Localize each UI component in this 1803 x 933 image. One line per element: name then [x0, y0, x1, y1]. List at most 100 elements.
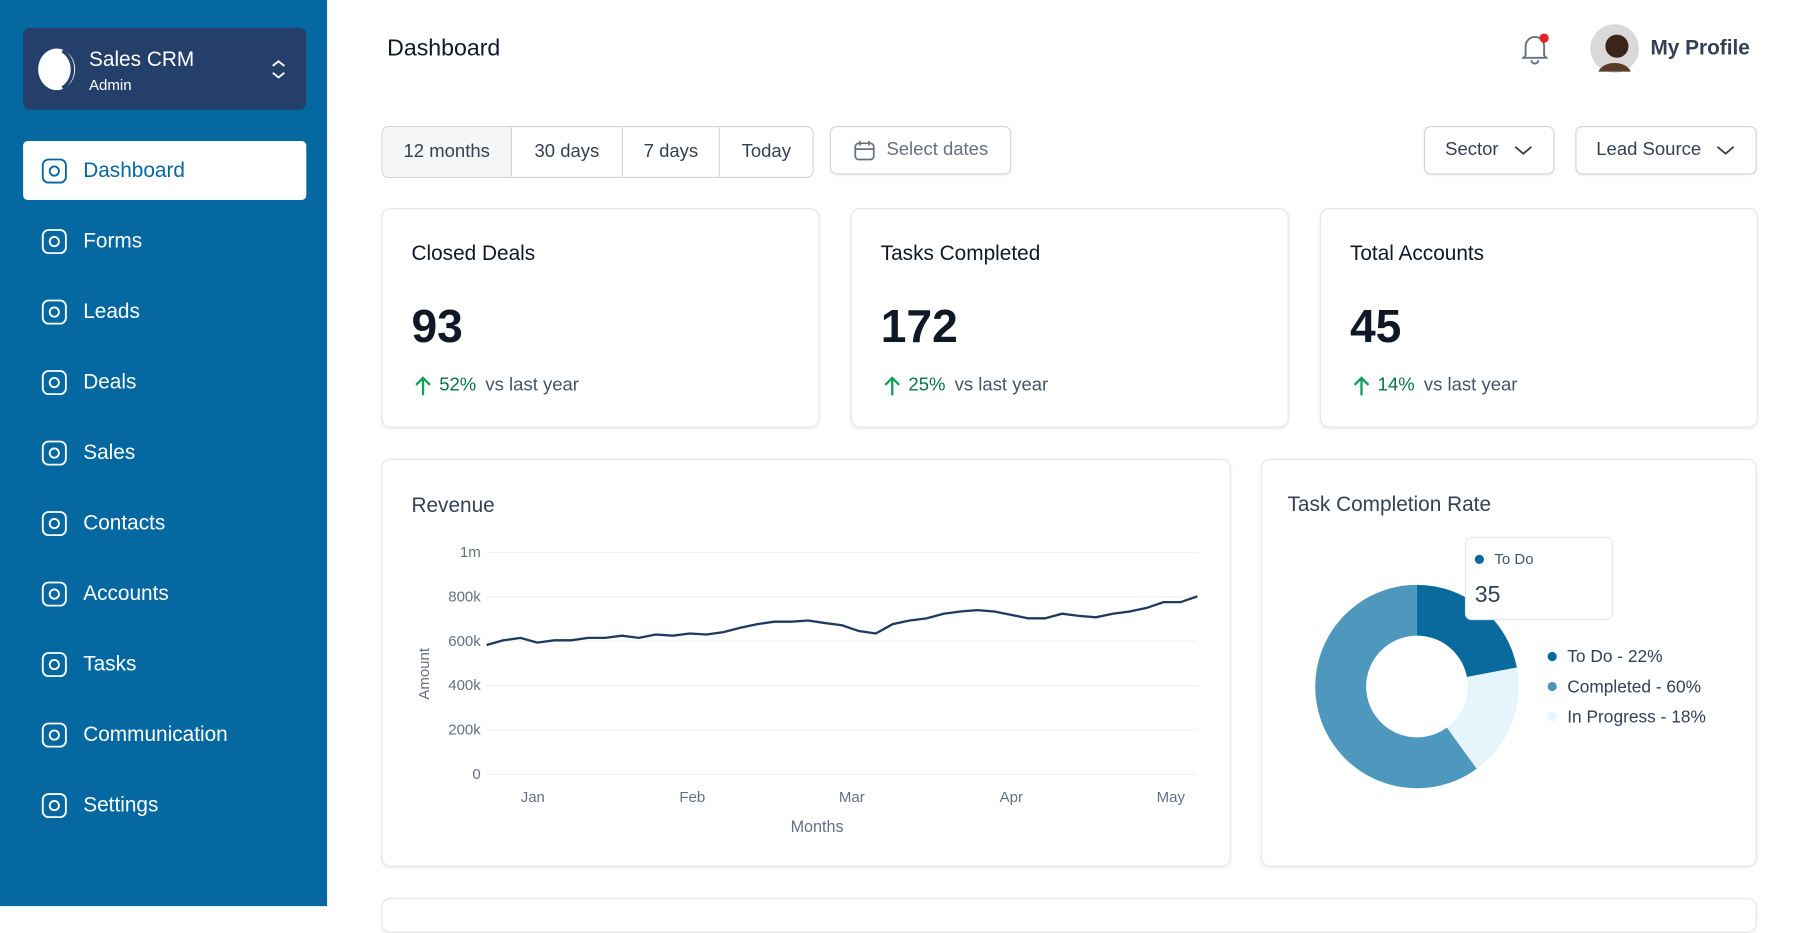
legend-label: To Do - 22%: [1567, 646, 1662, 666]
dropdown-label: Lead Source: [1596, 139, 1702, 160]
nav-icon: [41, 228, 67, 254]
donut-segment: [1446, 667, 1519, 769]
nav-label: Settings: [83, 792, 159, 816]
range-button[interactable]: 12 months: [382, 127, 511, 177]
nav-item[interactable]: Communication: [23, 705, 306, 764]
screen: Sales CRM Admin Dashboard Forms Leads Deals…: [0, 0, 1758, 933]
nav-item[interactable]: Leads: [23, 282, 306, 341]
page-title: Dashboard: [387, 35, 501, 62]
y-tick-label: 400k: [448, 677, 481, 694]
nav-label: Tasks: [83, 651, 137, 675]
x-tick-label: Mar: [839, 789, 865, 806]
stat-card: Closed Deals 93 52% vs last year: [381, 208, 820, 428]
up-arrow: [1353, 376, 1370, 396]
x-tick-label: Jan: [521, 789, 545, 806]
chevrons: [272, 60, 285, 79]
nav-label: Accounts: [83, 581, 169, 605]
task-card: Task Completion Rate To Do - 22% Complete…: [1260, 458, 1757, 867]
y-tick-label: 200k: [448, 722, 481, 739]
nav-icon: [41, 792, 67, 818]
nav-label: Leads: [83, 299, 140, 323]
nav-icon: [41, 369, 67, 395]
nav-item[interactable]: Deals: [23, 353, 306, 412]
date-picker[interactable]: Select dates: [829, 125, 1012, 175]
brand-switcher[interactable]: Sales CRM Admin: [23, 27, 307, 110]
nav-icon: [41, 440, 67, 465]
stat-change: 14%: [1377, 375, 1415, 396]
x-tick-label: Apr: [1000, 789, 1023, 806]
stat-note: vs last year: [954, 375, 1049, 396]
stat-value: 45: [1349, 301, 1402, 353]
tooltip-label: To Do: [1494, 551, 1533, 568]
nav-label: Dashboard: [83, 158, 185, 182]
nav-icon: [41, 581, 67, 606]
stat-value: 93: [411, 301, 463, 353]
revenue-chart: 0 200k 400k 600k 800k 1m Jan Feb Mar Apr May Amount…: [416, 544, 1198, 836]
nav-item[interactable]: Settings: [23, 776, 306, 835]
avatar[interactable]: [1589, 23, 1640, 74]
tooltip-value: 35: [1475, 581, 1501, 607]
x-tick-label: Feb: [679, 789, 705, 806]
legend-label: Completed - 60%: [1567, 676, 1701, 696]
date-picker-label: Select dates: [886, 139, 989, 160]
y-tick-label: 0: [472, 766, 480, 783]
nav-label: Deals: [83, 369, 137, 393]
nav-icon: [41, 157, 67, 183]
range-button[interactable]: Today: [718, 127, 813, 177]
legend-label: In Progress - 18%: [1567, 706, 1706, 726]
bottom-card: [381, 898, 1757, 933]
stat-title: Closed Deals: [411, 241, 536, 265]
nav-item[interactable]: Accounts: [23, 564, 306, 623]
nav-item[interactable]: Contacts: [23, 494, 306, 553]
task-chart: To Do - 22% Completed - 60% In Progress - …: [1315, 536, 1706, 789]
y-tick-label: 800k: [448, 588, 481, 605]
dropdown-label: Sector: [1445, 139, 1499, 160]
nav-icon: [41, 722, 67, 747]
dropdown[interactable]: Sector: [1423, 125, 1555, 175]
stat-change: 25%: [908, 375, 946, 396]
up-arrow: [415, 376, 431, 396]
nav-icon: [41, 651, 67, 677]
brand-role: Admin: [88, 76, 132, 94]
range-button[interactable]: 30 days: [510, 127, 622, 177]
brand-name: Sales CRM: [88, 47, 195, 71]
profile-link[interactable]: My Profile: [1650, 35, 1750, 59]
dropdown[interactable]: Lead Source: [1575, 125, 1757, 175]
tooltip: [1464, 536, 1613, 621]
stat-title: Total Accounts: [1349, 241, 1485, 265]
revenue-title: Revenue: [411, 493, 495, 517]
nav-item[interactable]: Sales: [23, 423, 306, 482]
legend-dot: [1547, 651, 1557, 662]
logo: [38, 48, 76, 91]
revenue-card: Revenue 0 200k 400k 600k 800k 1m Jan Feb Mar Apr M…: [381, 458, 1231, 867]
y-axis-label: Amount: [416, 647, 433, 700]
donut-segment: [1416, 584, 1517, 677]
y-tick-label: 600k: [448, 633, 481, 650]
x-tick-label: May: [1157, 789, 1186, 806]
notification-bell[interactable]: [1519, 32, 1551, 65]
donut-segment: [1315, 584, 1477, 789]
stat-change: 52%: [439, 375, 477, 396]
x-axis-label: Months: [791, 818, 844, 836]
chevron: [1514, 146, 1532, 155]
revenue-line: [486, 595, 1198, 647]
nav-item[interactable]: Dashboard: [23, 141, 307, 200]
chevron: [1716, 146, 1735, 155]
nav-label: Sales: [83, 440, 136, 464]
nav-icon: [41, 298, 67, 324]
sidebar: Sales CRM Admin Dashboard Forms Leads Deals…: [0, 0, 328, 907]
nav-item[interactable]: Forms: [23, 212, 306, 271]
stat-card: Tasks Completed 172 25% vs last year: [850, 208, 1289, 428]
up-arrow: [884, 376, 901, 396]
stat-value: 172: [880, 301, 958, 353]
y-tick-label: 1m: [460, 544, 481, 561]
nav-label: Forms: [83, 228, 143, 252]
range-button[interactable]: 7 days: [621, 127, 719, 177]
nav-label: Communication: [83, 722, 228, 746]
nav-item[interactable]: Tasks: [23, 635, 306, 694]
nav-icon: [41, 510, 67, 536]
stat-card: Total Accounts 45 14% vs last year: [1319, 208, 1758, 428]
stat-note: vs last year: [485, 375, 579, 396]
stat-note: vs last year: [1423, 375, 1518, 396]
range-selector: 12 months 30 days 7 days Today: [381, 125, 814, 178]
